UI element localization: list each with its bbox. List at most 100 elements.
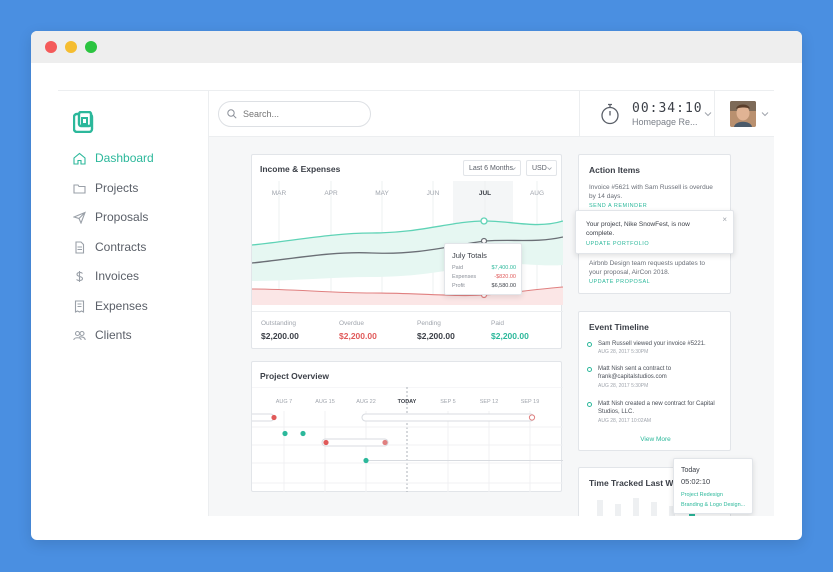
time-tracked-title: Time Tracked Last Week <box>589 478 688 488</box>
maximize-window-button[interactable] <box>85 41 97 53</box>
sidebar-item-proposals[interactable]: Proposals <box>73 208 148 226</box>
view-more-link[interactable]: View More <box>640 436 671 443</box>
popup-text: Your project, Nike SnowFest, is now comp… <box>586 221 690 237</box>
popover-project-link[interactable]: Project Redesign <box>681 492 723 498</box>
sidebar-item-projects[interactable]: Projects <box>73 179 138 197</box>
update-portfolio-link[interactable]: UPDATE PORTFOLIO <box>586 241 650 247</box>
people-icon <box>73 330 86 340</box>
month-label: MAY <box>375 190 389 197</box>
income-expenses-card: Income & Expenses Last 6 Months USD <box>251 154 563 349</box>
paper-plane-icon <box>73 211 86 224</box>
project-bar[interactable] <box>321 438 389 447</box>
event-timeline-card: Event Timeline Sam Russell viewed your i… <box>578 311 731 451</box>
timer-project: Homepage Re... <box>632 117 698 127</box>
app-dashboard: Dashboard Projects Proposals Contracts I… <box>58 90 774 516</box>
sidebar-item-expenses[interactable]: Expenses <box>73 297 148 315</box>
project-marker[interactable] <box>528 414 536 421</box>
period-select[interactable]: Last 6 Months <box>463 160 521 176</box>
minimize-window-button[interactable] <box>65 41 77 53</box>
time-tracked-bars <box>597 498 695 516</box>
stat-value: $2,200.00 <box>417 331 455 341</box>
popover-project-link[interactable]: Branding & Logo Design... <box>681 502 746 508</box>
project-marker[interactable] <box>271 414 277 421</box>
timeline-date: AUG 22 <box>356 399 376 405</box>
month-label: MAR <box>271 190 287 197</box>
popover-row-value: $7,400.00 <box>491 265 516 271</box>
period-select-value: Last 6 Months <box>469 164 513 172</box>
timeline-date: SEP 19 <box>520 399 540 405</box>
close-window-button[interactable] <box>45 41 57 53</box>
income-point[interactable] <box>480 217 488 225</box>
project-marker[interactable] <box>300 430 306 437</box>
timeline-dot-icon <box>587 402 592 407</box>
project-bar[interactable] <box>361 413 535 422</box>
stat-label: Overdue <box>339 320 364 327</box>
month-label-active: JUL <box>478 190 492 197</box>
close-icon[interactable]: × <box>722 215 727 224</box>
currency-select[interactable]: USD <box>526 160 557 176</box>
search-box[interactable] <box>218 101 371 127</box>
expenses-line <box>252 236 563 264</box>
timeline-date: SEP 5 <box>440 399 456 405</box>
sidebar-item-invoices[interactable]: Invoices <box>73 267 139 285</box>
send-reminder-link[interactable]: SEND A REMINDER <box>589 203 648 209</box>
month-label: APR <box>324 190 338 197</box>
logo-icon[interactable] <box>73 111 95 133</box>
sidebar-item-label: Invoices <box>95 269 140 283</box>
stat-value: $2,200.00 <box>339 331 377 341</box>
july-totals-popover: July Totals Paid $7,400.00 Expenses -$82… <box>444 243 522 295</box>
event-timeline-title: Event Timeline <box>589 322 649 332</box>
stopwatch-icon <box>601 103 619 125</box>
sidebar-item-clients[interactable]: Clients <box>73 326 132 344</box>
chevron-down-icon[interactable] <box>704 110 712 118</box>
timeline-date: AUG 15 <box>315 399 335 405</box>
action-item-text: Invoice #5621 with Sam Russell is overdu… <box>589 184 713 200</box>
update-proposal-link[interactable]: UPDATE PROPOSAL <box>589 279 651 285</box>
action-items-title: Action Items <box>589 165 641 175</box>
popover-label: Today <box>681 467 700 474</box>
action-item-text: Airbnb Design team requests updates to y… <box>589 260 705 276</box>
sidebar-item-label: Contracts <box>95 240 147 254</box>
avatar-image <box>730 101 756 127</box>
dollar-icon <box>76 270 84 282</box>
stat-label: Pending <box>417 320 441 327</box>
search-input[interactable] <box>243 109 353 119</box>
timeline-dot-icon <box>587 342 592 347</box>
popover-row-paid: Paid $7,400.00 <box>452 265 516 271</box>
project-marker[interactable] <box>323 439 329 446</box>
popover-title: July Totals <box>452 251 487 260</box>
overdue-area <box>252 287 563 305</box>
project-bar[interactable] <box>252 413 275 422</box>
popover-row-value: $6,580.00 <box>491 283 516 289</box>
currency-select-value: USD <box>532 164 547 172</box>
popover-time: 05:02:10 <box>681 477 711 486</box>
event-text: Matt Nish created a new contract for Cap… <box>598 401 715 416</box>
timer-time: 00:34:10 <box>632 101 703 116</box>
stat-paid: Paid $2,200.00 <box>491 320 529 341</box>
project-overview-title: Project Overview <box>260 371 329 381</box>
event-date: AUG 28, 2017 10:02AM <box>598 418 652 424</box>
home-icon <box>73 152 86 165</box>
document-icon <box>75 240 85 254</box>
project-marker[interactable] <box>282 430 288 437</box>
avatar[interactable] <box>730 101 756 127</box>
timer-widget[interactable]: 00:34:10 Homepage Re... <box>579 91 715 137</box>
stat-value: $2,200.00 <box>261 331 299 341</box>
chevron-down-icon[interactable] <box>761 110 769 118</box>
project-marker[interactable] <box>382 439 388 446</box>
month-label: JUN <box>426 190 440 197</box>
sidebar-item-label: Proposals <box>95 210 149 224</box>
popover-row-label: Paid <box>452 265 464 271</box>
project-marker[interactable] <box>363 457 369 464</box>
project-overview-card: Project Overview A <box>251 361 563 492</box>
sidebar-item-contracts[interactable]: Contracts <box>73 238 146 256</box>
timeline-date: SEP 12 <box>479 399 499 405</box>
timeline-date-today: TODAY <box>397 399 417 405</box>
popover-row-value: -$820.00 <box>494 274 516 280</box>
stat-outstanding: Outstanding $2,200.00 <box>261 320 299 341</box>
sidebar-item-dashboard[interactable]: Dashboard <box>73 149 154 167</box>
window-titlebar <box>31 31 802 63</box>
income-expenses-title: Income & Expenses <box>260 164 341 174</box>
folder-icon <box>73 183 86 194</box>
action-item-popup: Your project, Nike SnowFest, is now comp… <box>575 210 734 254</box>
